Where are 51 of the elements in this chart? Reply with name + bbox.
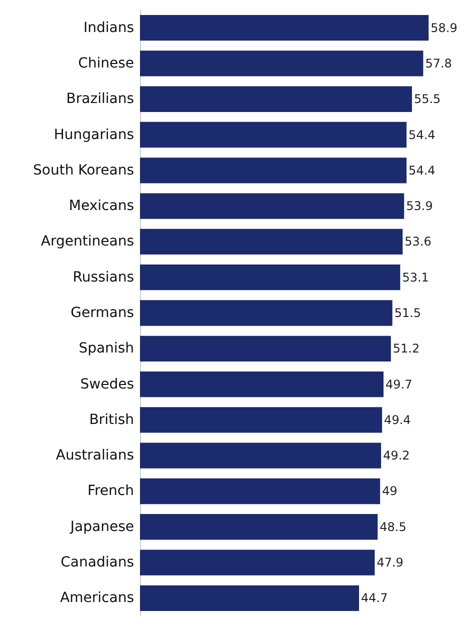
y-tick-label: Germans: [70, 305, 134, 321]
y-tick-label: Hungarians: [54, 126, 134, 143]
data-label: 53.9: [406, 199, 433, 214]
bar: [140, 585, 360, 612]
data-label: 51.2: [392, 342, 420, 356]
bar: [140, 14, 429, 41]
bar: [140, 50, 424, 76]
y-tick-label: Americans: [60, 590, 134, 606]
data-label: 54.4: [408, 128, 436, 142]
data-label: 49.7: [386, 377, 412, 392]
data-label: 53.6: [404, 234, 432, 249]
data-label: 44.7: [361, 591, 388, 606]
bar: [140, 550, 375, 576]
bar: [140, 514, 378, 540]
bar: [140, 407, 382, 433]
y-tick-label: Argentineans: [40, 234, 134, 250]
y-tick-label: Japanese: [69, 518, 134, 535]
data-label: 55.5: [414, 92, 441, 106]
bar: [140, 300, 392, 326]
bar: [140, 264, 400, 290]
data-label: 47.9: [376, 556, 404, 570]
bar: [140, 158, 407, 184]
data-label: 54.4: [408, 163, 436, 178]
data-label: 49.2: [383, 448, 410, 463]
data-label: 57.8: [425, 56, 452, 70]
y-tick-label: Canadians: [60, 554, 134, 571]
bar: [140, 122, 407, 148]
data-label: 51.5: [394, 306, 422, 320]
bar: [140, 336, 391, 362]
data-label: 49: [382, 484, 398, 498]
y-tick-label: Swedes: [80, 376, 134, 392]
y-tick-label: French: [87, 483, 134, 500]
bar: [140, 442, 382, 468]
bar: [140, 371, 384, 398]
y-tick-label: Australians: [56, 448, 134, 464]
data-label: 48.5: [380, 520, 406, 534]
bar: [140, 86, 412, 112]
bar: [140, 193, 404, 219]
bar: [140, 478, 380, 504]
bar: [140, 228, 403, 255]
y-tick-label: Indians: [83, 20, 134, 36]
y-tick-label: Brazilians: [66, 91, 134, 108]
y-tick-label: British: [89, 412, 134, 428]
data-label: 58.9: [430, 20, 458, 35]
data-label: 49.4: [384, 412, 411, 427]
y-tick-label: Spanish: [78, 340, 134, 357]
y-tick-label: Mexicans: [68, 198, 134, 214]
data-label: 53.1: [402, 270, 429, 284]
y-tick-label: Chinese: [78, 55, 134, 72]
y-tick-label: Russians: [72, 269, 134, 286]
y-tick-label: South Koreans: [33, 162, 134, 178]
